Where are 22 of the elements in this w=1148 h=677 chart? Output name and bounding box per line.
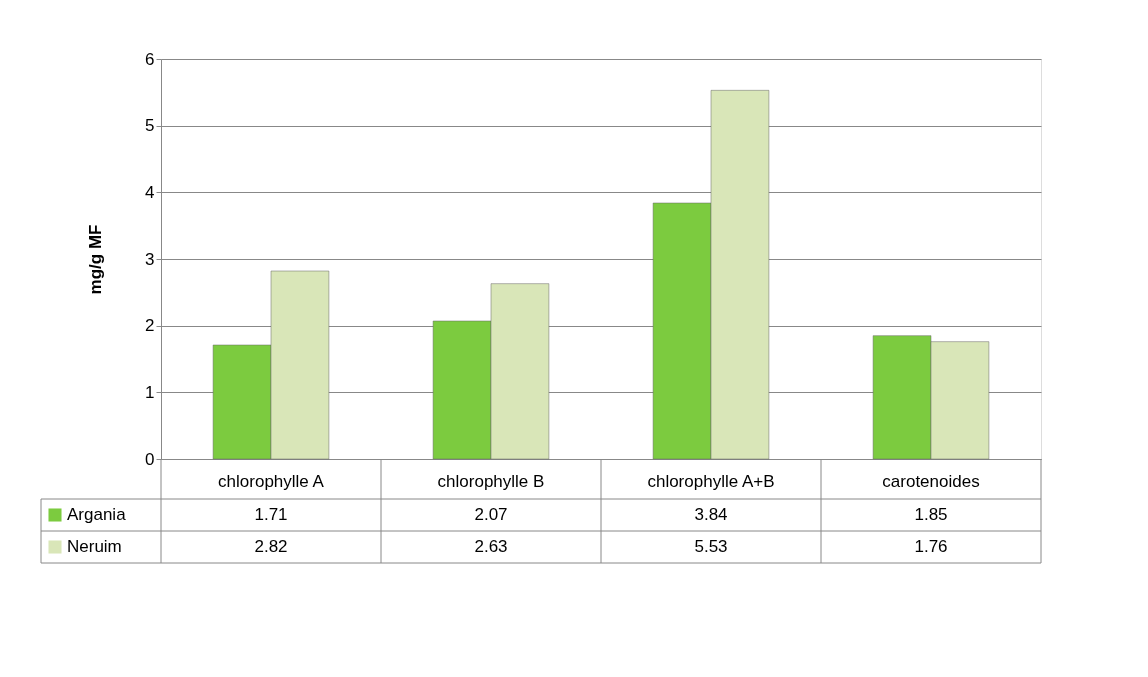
data-label: 1.71 — [254, 505, 288, 524]
x-tick-label: chlorophylle A+B — [647, 471, 775, 491]
y-tick-label: 4 — [145, 182, 155, 202]
data-label: 2.82 — [254, 537, 288, 556]
data-label: 2.63 — [474, 537, 508, 556]
legend-label: Argania — [67, 505, 127, 524]
data-label: 5.53 — [694, 537, 728, 556]
data-label: 1.85 — [914, 505, 948, 524]
y-axis-title: mg/g MF — [86, 224, 106, 295]
data-label: 3.84 — [694, 505, 728, 524]
y-tick-label: 1 — [145, 382, 155, 402]
data-label: 1.76 — [914, 537, 948, 556]
data-label: 2.07 — [474, 505, 508, 524]
x-tick-label: chlorophylle A — [218, 471, 325, 491]
y-tick-label: 6 — [145, 49, 155, 69]
y-tick-label: 5 — [145, 116, 155, 136]
y-tick-label: 3 — [145, 249, 155, 269]
legend-label: Neruim — [67, 537, 122, 556]
y-tick-label: 2 — [145, 316, 155, 336]
x-tick-label: carotenoides — [882, 471, 980, 491]
x-tick-label: chlorophylle B — [437, 471, 545, 491]
y-tick-label: 0 — [145, 449, 155, 469]
